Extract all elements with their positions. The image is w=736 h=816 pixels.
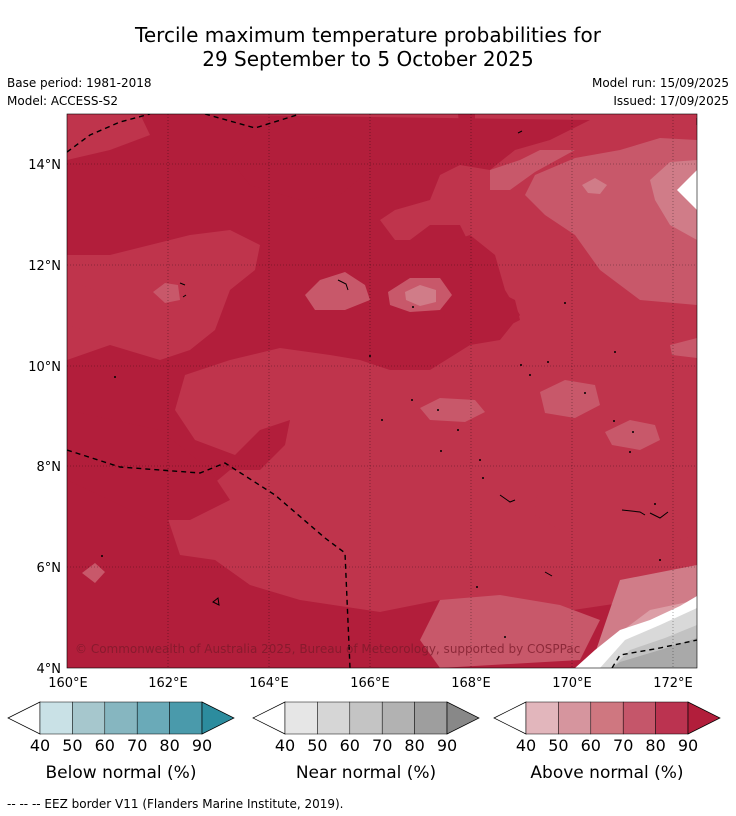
lon-label: 166°E — [350, 676, 390, 691]
lat-label: 14°N — [28, 158, 61, 173]
colorbar-title: Below normal (%) — [46, 763, 197, 783]
lat-label: 10°N — [28, 360, 61, 375]
band-above-90-patch — [458, 114, 475, 130]
band-above-70 — [605, 420, 660, 450]
colorbar-tick-label: 80 — [404, 736, 424, 755]
colorbar-tick-label: 70 — [613, 736, 633, 755]
band-above-70 — [305, 272, 370, 310]
colorbar-above-normal: 40 50 60 70 80 90 Above normal (%) — [493, 701, 721, 783]
colorbar-segment — [39, 701, 73, 735]
colorbar-tick-label: 70 — [127, 736, 147, 755]
band-above-70 — [670, 338, 697, 358]
colorbar-extend-high — [446, 701, 480, 735]
lon-label: 162°E — [148, 676, 188, 691]
band-above-90-patch — [67, 410, 230, 520]
colorbar-segment — [590, 701, 624, 735]
band-above-70 — [420, 595, 600, 668]
colorbar-segment — [169, 701, 203, 735]
colorbar-tick-label: 40 — [275, 736, 295, 755]
colorbar-segment — [349, 701, 383, 735]
colorbar-tick-label: 60 — [581, 736, 601, 755]
colorbar-extend-low — [7, 701, 41, 735]
colorbar-segment — [525, 701, 559, 735]
band-above-70 — [490, 150, 575, 190]
band-above-90-patch — [230, 120, 370, 200]
colorbar-segment — [622, 701, 656, 735]
no-dominant-category — [677, 170, 697, 210]
lat-label: 6°N — [37, 561, 62, 576]
issued-date: Issued: 17/09/2025 — [613, 94, 729, 108]
band-above-70 — [540, 380, 600, 418]
band-above-80 — [67, 114, 150, 160]
eez-border — [67, 114, 697, 668]
colorbar-tick-label: 60 — [95, 736, 115, 755]
colorbar-tick-label: 90 — [437, 736, 457, 755]
lon-label: 172°E — [653, 676, 693, 691]
probability-map: © Commonwealth of Australia 2025, Bureau… — [67, 114, 697, 668]
colorbar-tick-label: 70 — [372, 736, 392, 755]
colorbar-tick-label: 80 — [645, 736, 665, 755]
colorbar-segment — [72, 701, 106, 735]
band-near-70 — [612, 638, 697, 668]
graticule — [67, 114, 697, 668]
colorbar-segment — [414, 701, 448, 735]
band-above-80 — [535, 455, 697, 545]
lon-label: 168°E — [451, 676, 491, 691]
model-name: Model: ACCESS-S2 — [7, 94, 119, 108]
colorbar-tick-label: 90 — [192, 736, 212, 755]
colorbar-tick-label: 50 — [62, 736, 82, 755]
colorbar-segment — [104, 701, 138, 735]
lat-label: 4°N — [37, 662, 62, 677]
colorbar-extend-high — [687, 701, 721, 735]
title-line-2: 29 September to 5 October 2025 — [202, 47, 534, 71]
colorbar-below-normal: 40 50 60 70 80 90 Below normal (%) — [7, 701, 235, 783]
map-frame — [66, 113, 698, 669]
colorbar-segment — [317, 701, 351, 735]
colorbar-tick-label: 90 — [678, 736, 698, 755]
colorbar-tick-label: 40 — [516, 736, 536, 755]
band-above-80 — [67, 280, 100, 330]
colorbar-tick-label: 60 — [340, 736, 360, 755]
colorbar-extend-high — [201, 701, 235, 735]
colorbar-segment — [558, 701, 592, 735]
colorbar-tick-label: 50 — [307, 736, 327, 755]
islands — [179, 118, 697, 606]
colorbar-segment — [136, 701, 170, 735]
colorbar-segment — [284, 701, 318, 735]
eez-border-legend: -- -- -- EEZ border V11 (Flanders Marine… — [7, 797, 344, 811]
title-line-1: Tercile maximum temperature probabilitie… — [135, 23, 601, 47]
lon-label: 164°E — [249, 676, 289, 691]
colorbar-segment — [381, 701, 415, 735]
colorbar-tick-label: 50 — [548, 736, 568, 755]
band-above-70 — [153, 283, 180, 303]
copyright-notice: © Commonwealth of Australia 2025, Bureau… — [75, 642, 580, 656]
colorbar-tick-label: 80 — [159, 736, 179, 755]
lat-label: 8°N — [37, 460, 62, 475]
colorbar-tick-label: 40 — [30, 736, 50, 755]
lon-label: 170°E — [552, 676, 592, 691]
band-above-60 — [650, 160, 697, 240]
base-period: Base period: 1981-2018 — [7, 76, 152, 90]
longitude-labels: 160°E 162°E 164°E 166°E 168°E 170°E 172°… — [48, 676, 693, 691]
colorbar-segment — [655, 701, 689, 735]
colorbar-title: Near normal (%) — [296, 763, 436, 783]
lon-label: 160°E — [48, 676, 88, 691]
band-above-90-patch — [440, 235, 520, 345]
lat-label: 12°N — [28, 259, 61, 274]
band-above-60 — [405, 285, 436, 306]
band-above-70 — [82, 563, 105, 583]
colorbar-extend-low — [493, 701, 527, 735]
colorbar-title: Above normal (%) — [530, 763, 683, 783]
band-above-60 — [582, 178, 607, 194]
model-run: Model run: 15/09/2025 — [591, 76, 729, 90]
latitude-labels: 14°N 12°N 10°N 8°N 6°N 4°N — [28, 158, 61, 677]
band-above-70 — [420, 398, 485, 422]
atolls — [101, 302, 661, 638]
colorbar-extend-low — [252, 701, 286, 735]
